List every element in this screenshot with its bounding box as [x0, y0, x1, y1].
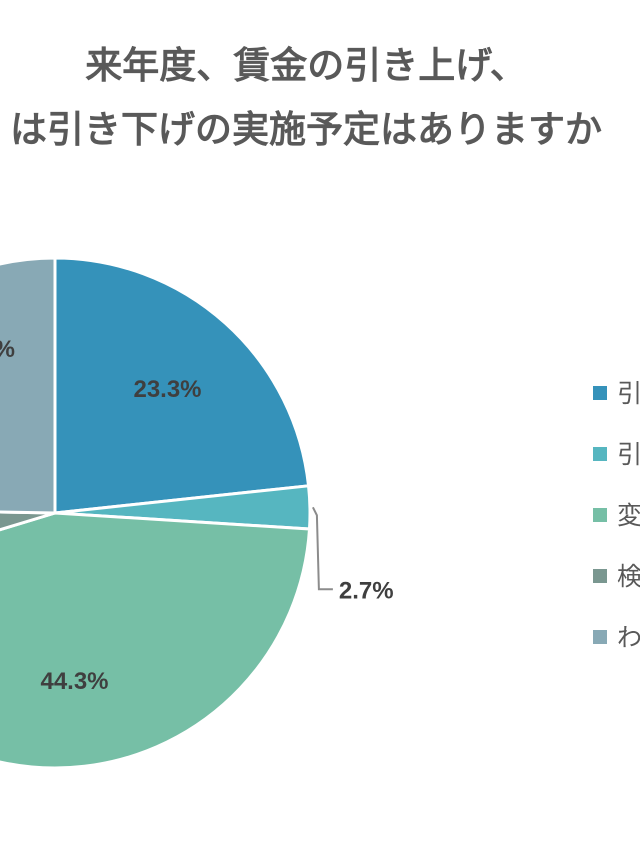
legend-swatch-4	[593, 569, 607, 583]
chart-title-line-2: は引き下げの実施予定はありますか	[10, 108, 602, 151]
pie-slice-3	[0, 511, 311, 770]
data-label-2: 2.7%	[339, 577, 394, 604]
legend-swatch-1	[593, 386, 607, 400]
pie-slice-5	[0, 256, 57, 515]
pie-slices	[0, 256, 312, 770]
leader-line-2	[312, 506, 333, 591]
data-label-1: 23.3%	[133, 376, 201, 403]
legend-swatch-5	[593, 630, 607, 644]
legend-swatch-3	[593, 508, 607, 522]
legend-label-1: 引	[617, 379, 640, 408]
legend-label-3: 変	[617, 501, 640, 530]
legend-label-4: 検	[617, 562, 640, 591]
legend-label-2: 引	[617, 440, 640, 469]
slice-labels: 23.3% 2.7% 44.3%%	[0, 336, 394, 695]
legend-swatch-2	[593, 447, 607, 461]
chart-title-line-1: 来年度、賃金の引き上げ、	[85, 44, 526, 87]
legend-label-5: わ	[617, 623, 640, 652]
pie-slice-4	[0, 510, 57, 532]
pie-slice-1	[53, 256, 311, 515]
data-label-3: 44.3%	[40, 668, 108, 695]
data-label-5: %	[0, 336, 15, 363]
chart-title: 来年度、賃金の引き上げ、は引き下げの実施予定はありますか	[10, 44, 602, 151]
